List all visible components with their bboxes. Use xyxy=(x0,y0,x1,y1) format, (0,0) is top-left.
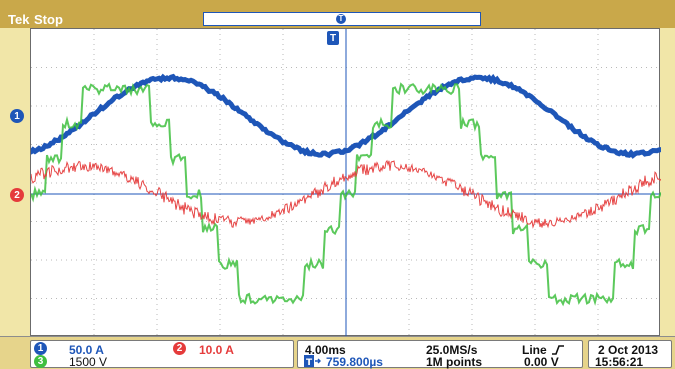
brand-label: Tek xyxy=(8,12,29,27)
top-status-bar: Tek Stop T xyxy=(0,0,675,28)
svg-text:T: T xyxy=(306,358,313,367)
ch2-scale: 10.0 A xyxy=(199,343,234,357)
channel-panel: 1 50.0 A 2 10.0 A 3 1500 V xyxy=(30,340,294,368)
ch3-waveform xyxy=(31,84,661,304)
ch3-scale: 1500 V xyxy=(69,355,107,369)
waveform-display: T xyxy=(30,28,660,336)
ch1-tag-label: 1 xyxy=(38,343,44,354)
ch2-tag: 2 xyxy=(173,342,186,355)
ch3-tag-label: 3 xyxy=(38,356,44,367)
trigger-icon: T xyxy=(304,355,322,367)
ch2-tag-label: 2 xyxy=(177,343,183,354)
timebase-panel: 4.00ms 25.0MS/s Line T 759.800µs 1M poin… xyxy=(297,340,583,368)
capture-time: 15:56:21 xyxy=(595,355,643,369)
datetime-panel: 2 Oct 2013 15:56:21 xyxy=(588,340,672,368)
record-length: 1M points xyxy=(426,355,482,369)
ch1-tag: 1 xyxy=(34,342,47,355)
ch2-marker-label: 2 xyxy=(14,190,20,201)
waveforms xyxy=(31,29,661,337)
ch2-level-marker[interactable]: 2 xyxy=(10,188,24,202)
acquisition-state: Stop xyxy=(34,12,63,27)
trigger-position-top-marker[interactable]: T xyxy=(336,14,346,24)
trigger-offset: 759.800µs xyxy=(326,355,383,369)
trigger-top-label: T xyxy=(339,14,344,24)
trigger-level: 0.00 V xyxy=(524,355,559,369)
ch3-tag: 3 xyxy=(34,355,47,368)
bottom-status-bar: 1 50.0 A 2 10.0 A 3 1500 V 4.00ms 25.0MS… xyxy=(0,336,675,369)
ch1-marker-label: 1 xyxy=(14,111,20,122)
ch1-level-marker[interactable]: 1 xyxy=(10,109,24,123)
